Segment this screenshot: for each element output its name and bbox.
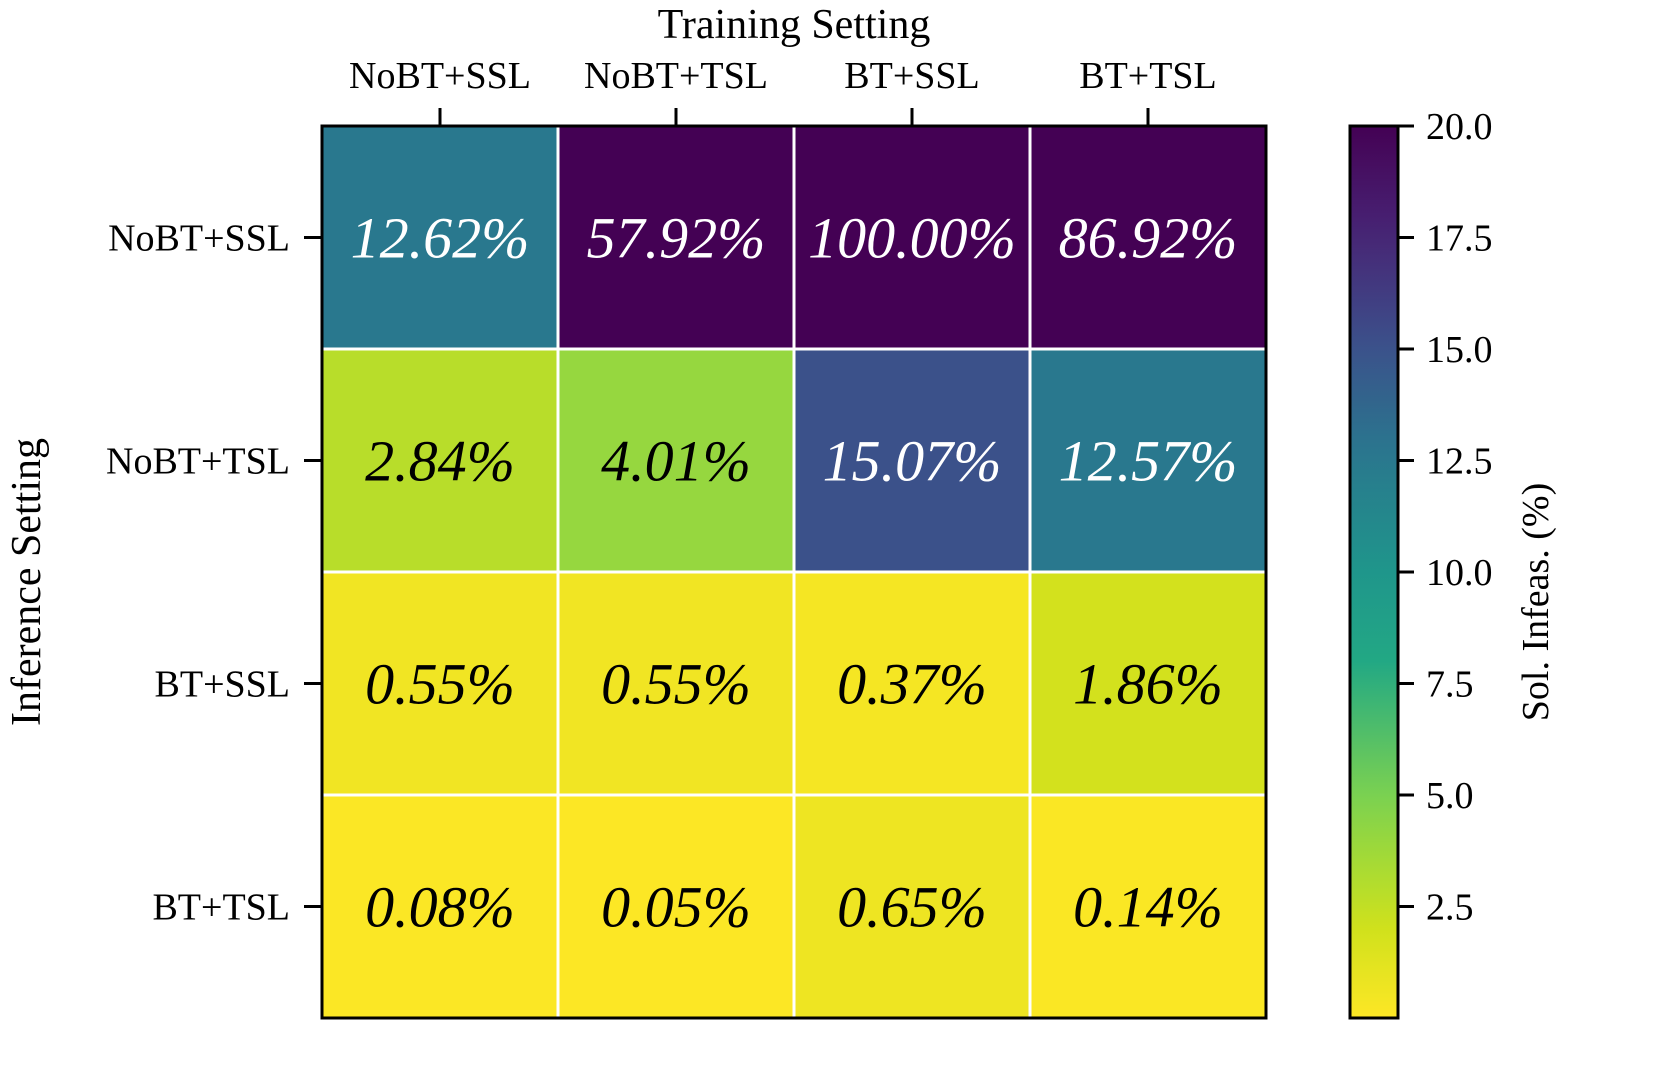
heatmap-cell-r1-c1: [558, 349, 794, 572]
cell-label-r2-c2: 0.37%: [837, 652, 987, 717]
cell-label-r3-c1: 0.05%: [601, 875, 751, 940]
cell-label-r1-c2: 15.07%: [823, 429, 1002, 494]
x-tick-label: NoBT+SSL: [349, 55, 531, 97]
cell-label-r3-c0: 0.08%: [365, 875, 515, 940]
heatmap-cell-r1-c0: [322, 349, 558, 572]
cell-label-r3-c2: 0.65%: [837, 875, 987, 940]
cell-label-r0-c0: 12.62%: [351, 206, 530, 271]
colorbar-tick-label: 17.5: [1426, 218, 1493, 260]
colorbar-tick-label: 15.0: [1426, 329, 1493, 371]
cell-label-r2-c3: 1.86%: [1073, 652, 1223, 717]
colorbar-tick-label: 5.0: [1426, 775, 1474, 817]
cell-label-r1-c3: 12.57%: [1059, 429, 1238, 494]
heatmap-cell-r0-c1: [558, 126, 794, 349]
cell-label-r3-c3: 0.14%: [1073, 875, 1223, 940]
cell-label-r0-c2: 100.00%: [808, 206, 1016, 271]
x-tick-label: BT+TSL: [1079, 55, 1217, 97]
heatmap-cell-r3-c1: [558, 795, 794, 1018]
heatmap-cell-r3-c0: [322, 795, 558, 1018]
y-tick-label: BT+SSL: [155, 664, 290, 706]
heatmap-cell-r0-c2: [794, 126, 1030, 349]
y-tick-label: NoBT+TSL: [106, 441, 290, 483]
x-tick-label: BT+SSL: [844, 55, 979, 97]
heatmap-cell-r0-c0: [322, 126, 558, 349]
heatmap-cell-r1-c2: [794, 349, 1030, 572]
colorbar-title: Sol. Infeas. (%): [1515, 483, 1557, 721]
heatmap-cells: 12.62% 57.92% 100.00% 86.92% 2.84% 4.01% 15.07…: [322, 126, 1266, 1018]
heatmap-cell-r3-c2: [794, 795, 1030, 1018]
heatmap-cell-r0-c3: [1030, 126, 1266, 349]
y-tick-label: BT+TSL: [152, 887, 290, 929]
colorbar-tick-label: 20.0: [1426, 106, 1493, 148]
y-tick-label: NoBT+SSL: [108, 218, 290, 260]
heatmap-cell-r1-c3: [1030, 349, 1266, 572]
y-axis-title: Inference Setting: [4, 438, 50, 726]
heatmap-grid: [322, 126, 1266, 1018]
cell-label-r2-c1: 0.55%: [601, 652, 751, 717]
heatmap-cell-r2-c2: [794, 572, 1030, 795]
x-tick-label: NoBT+TSL: [584, 55, 768, 97]
y-axis-ticks: NoBT+SSL NoBT+TSL BT+SSL BT+TSL: [106, 218, 322, 929]
x-axis-ticks: NoBT+SSL NoBT+TSL BT+SSL BT+TSL: [349, 55, 1217, 126]
colorbar-ticks: 2.5 5.0 7.5 10.0 12.5 15.0 17.5 20.0: [1398, 106, 1493, 929]
colorbar-tick-label: 7.5: [1426, 664, 1474, 706]
colorbar: [1350, 126, 1398, 1018]
cell-label-r2-c0: 0.55%: [365, 652, 515, 717]
heatmap-cell-r2-c0: [322, 572, 558, 795]
heatmap-cell-r2-c1: [558, 572, 794, 795]
cell-label-r0-c1: 57.92%: [587, 206, 766, 271]
heatmap-cell-r3-c3: [1030, 795, 1266, 1018]
colorbar-tick-label: 2.5: [1426, 887, 1474, 929]
x-axis-title: Training Setting: [658, 2, 931, 48]
cell-label-r1-c0: 2.84%: [365, 429, 515, 494]
colorbar-tick-label: 12.5: [1426, 441, 1493, 483]
cell-label-r1-c1: 4.01%: [601, 429, 751, 494]
heatmap-cell-r2-c3: [1030, 572, 1266, 795]
plot-frame: [320, 124, 1268, 1020]
colorbar-tick-label: 10.0: [1426, 552, 1493, 594]
cell-label-r0-c3: 86.92%: [1059, 206, 1238, 271]
